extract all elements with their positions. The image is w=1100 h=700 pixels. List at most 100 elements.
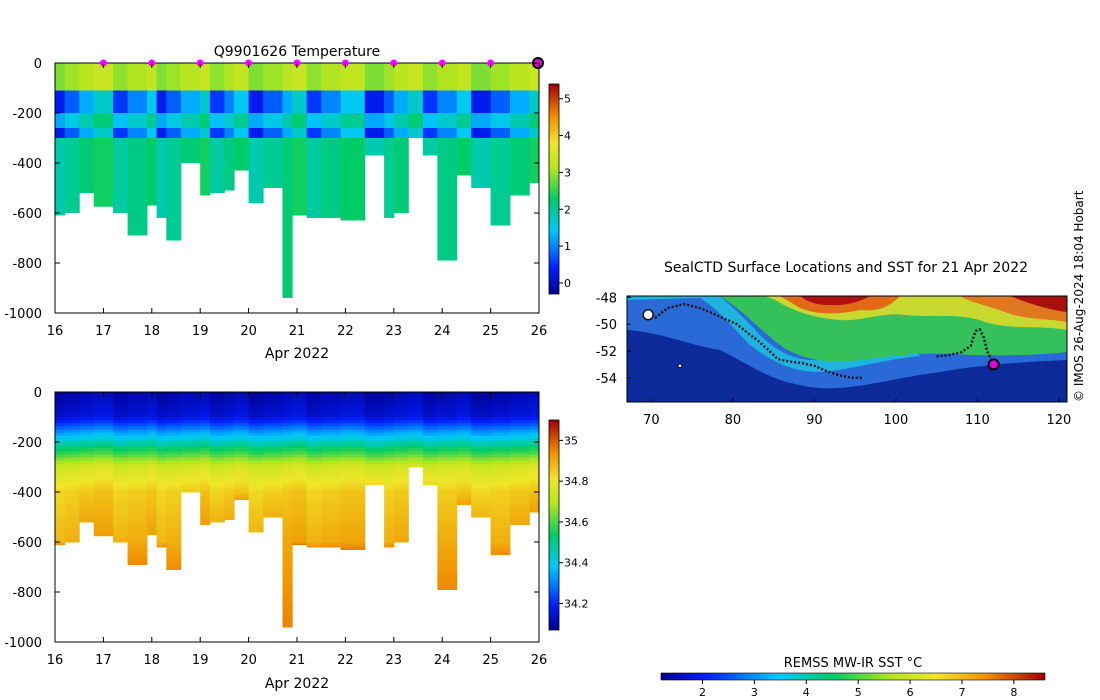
salinity-cell — [234, 410, 250, 415]
salinity-cell — [93, 426, 114, 430]
salinity-cell — [146, 470, 158, 474]
salinity-cell — [393, 426, 409, 430]
salinity-cell — [437, 451, 458, 455]
salinity-cell — [180, 392, 201, 396]
salinity-cell — [384, 545, 395, 547]
salinity-cell — [490, 404, 511, 409]
salinity-cell — [224, 512, 235, 517]
salinity-cell — [437, 445, 458, 449]
salinity-cell — [234, 417, 250, 421]
salinity-cell — [384, 438, 395, 443]
salinity-cell — [234, 454, 250, 459]
salinity-cell — [113, 445, 129, 449]
salinity-cell — [166, 529, 182, 537]
salinity-cell — [471, 488, 492, 493]
salinity-cell — [79, 423, 95, 427]
salinity-cell — [384, 476, 395, 480]
salinity-cell — [79, 492, 95, 497]
salinity-cell — [490, 529, 511, 537]
salinity-cell — [282, 467, 293, 471]
salinity-cell — [64, 479, 80, 484]
salinity-cell — [93, 423, 114, 427]
salinity-cell — [456, 442, 472, 446]
salinity-cell — [180, 423, 201, 427]
temperature-month-label: Apr 2022 — [265, 346, 329, 362]
temperature-cell — [55, 63, 66, 91]
temperature-y-ticks: 0-200-400-600-800-1000 — [4, 57, 539, 322]
salinity-cell — [166, 470, 182, 474]
salinity-cell — [422, 401, 438, 405]
salinity-cell — [55, 504, 66, 512]
salinity-cell — [408, 407, 424, 412]
temperature-cell — [146, 63, 158, 91]
salinity-cell — [64, 413, 80, 418]
salinity-cell — [456, 445, 472, 449]
salinity-cell — [490, 467, 511, 471]
salinity-cell — [490, 482, 511, 487]
salinity-cell — [408, 413, 424, 418]
salinity-cell — [282, 479, 293, 484]
salinity-cell — [146, 407, 158, 412]
salinity-cell — [393, 454, 409, 459]
salinity-cell — [364, 469, 385, 472]
salinity-cell — [113, 442, 129, 446]
salinity-cell — [248, 445, 264, 449]
salinity-cell — [340, 482, 366, 487]
sst-colorbar-tick-label: 3 — [751, 686, 758, 699]
sst-colorbar-tick-label: 6 — [907, 686, 914, 699]
salinity-cell — [55, 463, 66, 468]
temperature-cell — [180, 113, 201, 128]
salinity-cell — [509, 407, 530, 412]
salinity-cell — [248, 401, 264, 405]
salinity-cell — [234, 460, 250, 465]
salinity-cell — [166, 426, 182, 430]
salinity-cell — [64, 435, 80, 440]
salinity-cell — [55, 470, 66, 474]
salinity-cell — [234, 457, 250, 462]
salinity-cell — [306, 451, 322, 455]
salinity-cell — [384, 485, 395, 490]
salinity-cell — [282, 529, 293, 537]
salinity-cell — [306, 476, 322, 480]
salinity-cell — [209, 499, 225, 504]
salinity-cell — [224, 473, 235, 477]
salinity-cell — [321, 454, 342, 459]
sst-east-hot — [1010, 296, 1067, 312]
salinity-cell — [113, 410, 129, 415]
map-x-tick-label: 80 — [725, 413, 742, 428]
salinity-cell — [321, 432, 342, 437]
salinity-cell — [93, 413, 114, 418]
salinity-cell — [282, 401, 293, 405]
salinity-cell — [437, 583, 458, 590]
salinity-cell — [200, 485, 211, 490]
salinity-cell — [79, 485, 95, 490]
salinity-cell — [55, 451, 66, 455]
salinity-cell — [422, 454, 438, 459]
temperature-cell — [146, 113, 158, 128]
salinity-cell — [263, 460, 283, 465]
salinity-cell — [180, 448, 201, 452]
salinity-cell — [364, 410, 385, 415]
salinity-x-ticks: 16 17 18 19 20 21 22 23 24 25 26 — [47, 392, 547, 668]
salinity-cell — [509, 426, 530, 430]
sst-colorbar — [660, 672, 1046, 681]
x-tick-label: 21 — [289, 324, 306, 339]
salinity-cell — [292, 398, 308, 402]
salinity-cell — [209, 445, 225, 449]
salinity-cell — [471, 470, 492, 474]
salinity-cell — [306, 473, 322, 477]
salinity-cell — [321, 543, 342, 545]
salinity-cell — [490, 457, 511, 462]
temperature-cell — [263, 113, 283, 128]
salinity-cell — [234, 438, 250, 443]
salinity-cell — [306, 398, 322, 402]
salinity-cell — [93, 442, 114, 446]
salinity-cell — [408, 463, 424, 468]
salinity-cell — [321, 542, 342, 544]
colorbar-tick-label: 1 — [564, 240, 571, 253]
salinity-cell — [340, 398, 366, 402]
salinity-cell — [490, 535, 511, 543]
map-x-ticks: 70 80 90 100 110 120 — [643, 398, 1071, 428]
salinity-cell — [166, 517, 182, 524]
salinity-cell — [340, 470, 366, 474]
